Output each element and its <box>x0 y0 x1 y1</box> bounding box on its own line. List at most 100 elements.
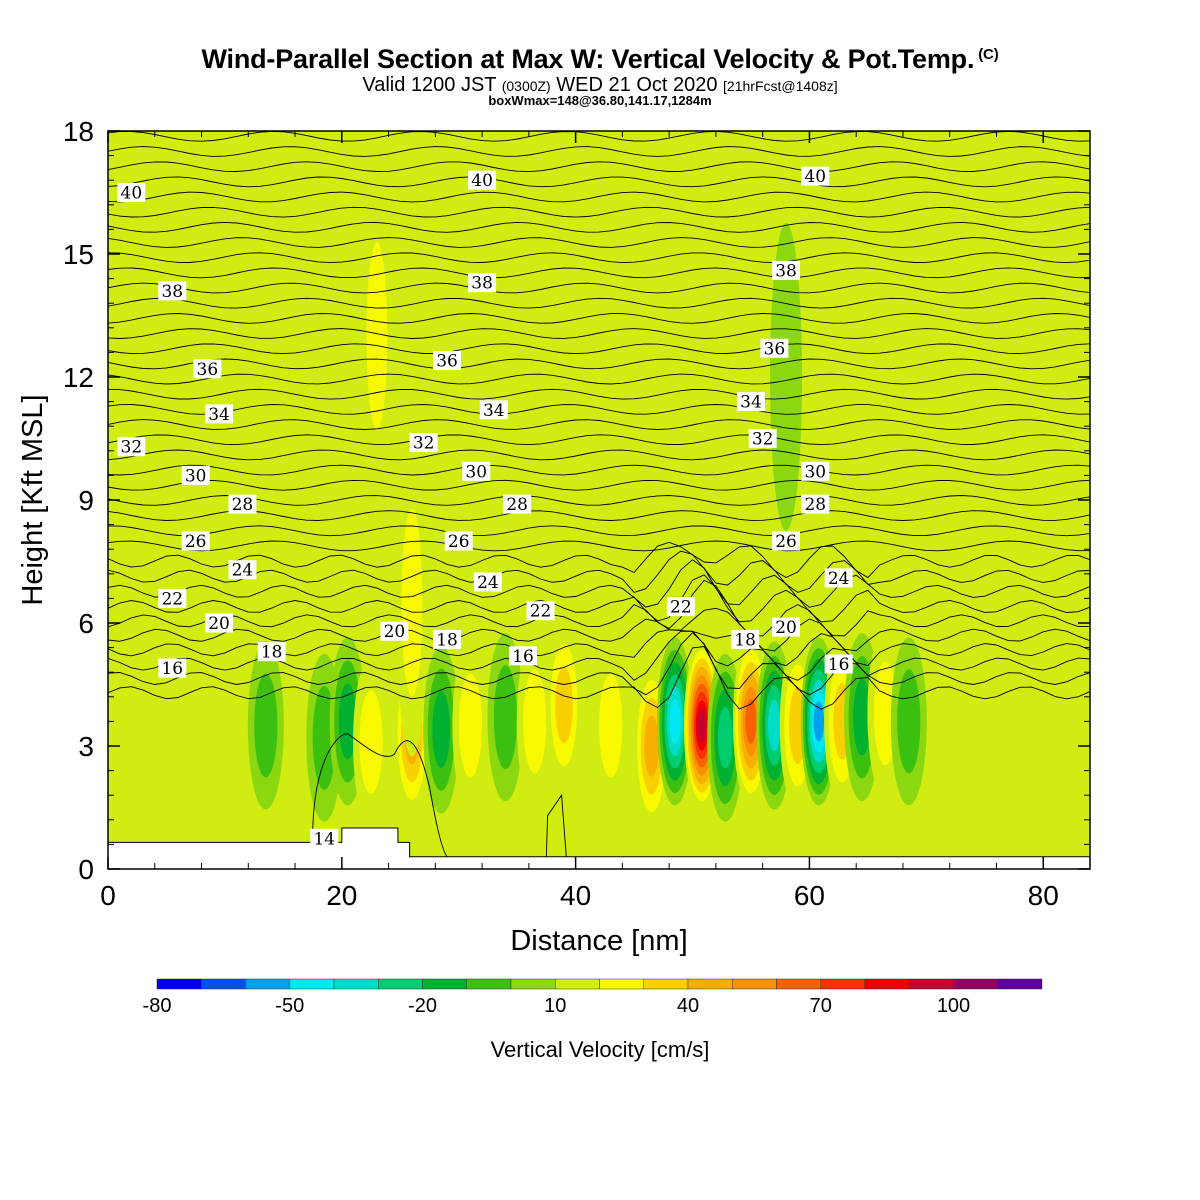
isentrope-line <box>108 282 1090 294</box>
colorbar-swatch <box>997 978 1043 990</box>
isentrope-label: 32 <box>748 429 777 450</box>
colorbar-title: Vertical Velocity [cm/s] <box>490 1037 710 1062</box>
colorbar-swatch <box>776 978 821 990</box>
isentrope-line <box>108 434 1090 446</box>
isentrope-label: 16 <box>158 658 187 679</box>
velocity-contour-band <box>745 698 757 744</box>
isentrope-label-box <box>433 629 462 649</box>
isentrope-label-text: 24 <box>477 573 499 593</box>
velocity-cell <box>442 141 475 449</box>
isentrope-label-box <box>824 568 853 588</box>
isentrope-label: 30 <box>181 465 210 486</box>
velocity-cell <box>545 621 582 789</box>
isentrope-line <box>108 328 1090 339</box>
isentrope-label-box <box>731 629 760 649</box>
velocity-contour-band <box>717 707 733 769</box>
isentrope-label: 40 <box>468 170 497 191</box>
valid-date: WED 21 Oct 2020 <box>556 74 718 96</box>
isentrope-line <box>108 267 1090 279</box>
isentrope-label-box <box>181 465 210 485</box>
isentrope-label: 40 <box>117 183 146 204</box>
isentrope-label-box <box>772 617 801 637</box>
isentrope-label-box <box>228 494 257 514</box>
isentrope-label-text: 36 <box>197 360 219 380</box>
colorbar-swatch <box>156 978 202 990</box>
velocity-contour-band <box>458 673 483 778</box>
velocity-cell <box>487 633 524 802</box>
isentrope-line <box>108 525 1090 537</box>
colorbar-swatch <box>289 978 335 990</box>
colorbar-swatch <box>245 978 290 990</box>
isentrope-label: 36 <box>760 338 789 359</box>
velocity-contour-band <box>770 223 803 531</box>
isentrope-label-text: 38 <box>471 274 493 294</box>
colorbar-swatch <box>466 978 512 990</box>
velocity-cell <box>353 657 390 826</box>
isentrope-label: 20 <box>205 613 234 634</box>
colorbar-swatch <box>909 978 954 990</box>
isentrope-label: 18 <box>433 629 462 650</box>
isentrope-line <box>108 579 1090 637</box>
isentrope-line <box>108 358 1090 370</box>
colorbar-swatch <box>599 978 644 990</box>
colorbar-swatch <box>378 978 423 990</box>
y-axis-label: Height [Kft MSL] <box>17 394 49 605</box>
isentrope-label: 26 <box>444 531 473 552</box>
isentrope-label-text: 30 <box>185 466 207 486</box>
colorbar-label: 40 <box>677 995 699 1017</box>
y-tick-label: 9 <box>78 485 94 516</box>
isentrope-label: 28 <box>228 494 257 515</box>
colorbar-swatch <box>422 978 467 990</box>
isentrope-label-box <box>736 392 765 412</box>
chart-title-main: Wind-Parallel Section at Max W: Vertical… <box>201 44 975 74</box>
isentrope-label-box <box>462 461 491 481</box>
velocity-contour-band <box>644 715 659 777</box>
colorbar-label: 70 <box>810 995 832 1017</box>
isentrope-line <box>108 541 1090 579</box>
isentrope-label-box <box>444 531 473 551</box>
isentrope-line <box>108 404 1090 415</box>
isentrope-label: 22 <box>158 588 187 609</box>
isentrope-label-text: 20 <box>384 622 406 642</box>
isentrope-label-text: 20 <box>775 618 797 638</box>
velocity-contour-band <box>442 141 475 449</box>
isentrope-label-box <box>748 429 777 448</box>
isentrope-line <box>108 161 1090 173</box>
isentrope-label-box <box>801 166 830 186</box>
colorbar-label: -20 <box>408 995 437 1017</box>
isentrope-line <box>108 313 1090 324</box>
isentrope-label: 16 <box>824 654 853 675</box>
isentrope-label: 30 <box>801 461 830 482</box>
colorbar-label: -80 <box>143 995 172 1017</box>
isentrope-label-text: 28 <box>232 495 254 515</box>
velocity-cell <box>770 223 803 531</box>
x-tick-label: 40 <box>560 880 591 911</box>
isentrope-label-text: 32 <box>121 438 143 458</box>
isentrope-label: 18 <box>257 642 286 663</box>
valid-utc: (0300Z) <box>501 78 551 94</box>
isentrope-line <box>108 495 1090 506</box>
isentrope-label: 20 <box>772 617 801 638</box>
isentrope-line <box>108 388 1090 400</box>
isentrope-label-text: 30 <box>465 462 487 482</box>
isentrope-line <box>108 373 1090 385</box>
isentrope-label-text: 38 <box>161 282 183 302</box>
isentrope-line <box>108 510 1090 521</box>
isentrope-label-text: 40 <box>804 167 826 187</box>
velocity-cell <box>360 182 393 490</box>
velocity-field <box>162 141 927 830</box>
isentrope-label-text: 24 <box>828 569 850 589</box>
isentrope-line <box>108 221 1090 233</box>
isentrope-line <box>108 559 1090 608</box>
velocity-contour-band <box>599 673 623 778</box>
isentrope-label-text: 32 <box>413 434 435 454</box>
velocity-cell <box>395 448 428 757</box>
colorbar-swatch <box>820 978 866 990</box>
velocity-contour-band <box>897 669 921 774</box>
isentrope-label-box <box>380 621 409 641</box>
isentrope-label: 32 <box>409 433 438 454</box>
colorbar-swatch <box>687 978 733 990</box>
isentrope-label-text: 16 <box>828 655 850 675</box>
isentrope-label: 22 <box>666 597 695 618</box>
isentrope-line <box>108 252 1090 264</box>
